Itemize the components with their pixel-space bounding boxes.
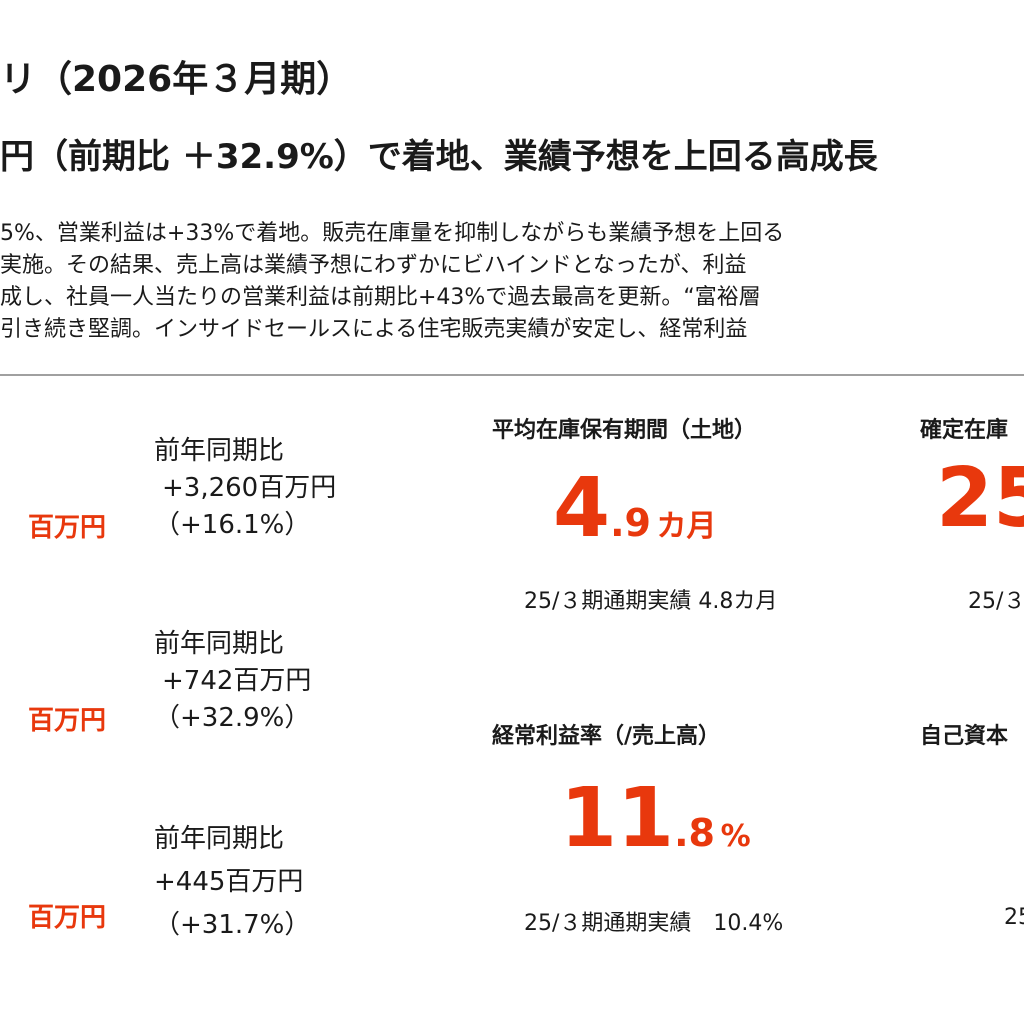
summary-paragraph: 5%、営業利益は+33%で着地。販売在庫量を抑制しながらも業績予想を上回る 実施… [0, 218, 1024, 346]
kpi-value-confirmed-inventory: 25 [936, 458, 1024, 540]
summary-line: 実施。その結果、売上高は業績予想にわずかにビハインドとなったが、利益 [0, 253, 747, 278]
kpi-value-unit: カ月 [656, 509, 717, 544]
kpi-value-unit: % [720, 819, 751, 854]
kpi-label-ordinary-margin: 経常利益率（/売上高） [492, 724, 721, 749]
kpi-label-inventory-period: 平均在庫保有期間（土地） [492, 418, 757, 443]
metric-unit: 百万円 [28, 903, 107, 933]
yoy-block: 前年同期比 +445百万円 （+31.7%） [154, 818, 310, 947]
yoy-label: 前年同期比 [154, 629, 285, 659]
kpi-note-equity: 25 [1004, 905, 1024, 930]
kpi-note-inventory-period: 25/３期通期実績 4.8カ月 [524, 589, 778, 614]
section-divider [0, 374, 1024, 376]
metric-unit: 百万円 [28, 706, 107, 736]
yoy-percent: （+31.7%） [154, 910, 311, 940]
yoy-label: 前年同期比 [154, 824, 285, 854]
kpi-value-dec: .9 [610, 501, 651, 545]
metric-unit: 百万円 [28, 513, 107, 543]
yoy-percent: （+32.9%） [154, 703, 311, 733]
kpi-label-confirmed-inventory: 確定在庫 [920, 418, 1009, 443]
kpi-note-ordinary-margin: 25/３期通期実績 10.4% [524, 911, 784, 936]
kpi-value-int: 25 [936, 451, 1024, 546]
yoy-label: 前年同期比 [154, 436, 285, 466]
yoy-amount: +445百万円 [154, 867, 304, 897]
yoy-amount: +3,260百万円 [162, 473, 337, 503]
yoy-block: 前年同期比 +742百万円 （+32.9%） [154, 626, 311, 737]
page-subtitle: 円（前期比 ＋32.9%）で着地、業績予想を上回る高成長 [0, 137, 878, 177]
summary-line: 引き続き堅調。インサイドセールスによる住宅販売実績が安定し、経常利益 [0, 317, 748, 342]
yoy-amount: +742百万円 [162, 666, 312, 696]
kpi-value-inventory-period: 4.9 カ月 [553, 468, 717, 550]
kpi-value-ordinary-margin: 11.8 % [560, 778, 751, 860]
kpi-value-int: 4 [553, 461, 611, 556]
yoy-block: 前年同期比 +3,260百万円 （+16.1%） [154, 433, 336, 544]
kpi-value-int: 11 [560, 771, 675, 866]
kpi-label-equity: 自己資本 [920, 724, 1009, 749]
summary-line: 成し、社員一人当たりの営業利益は前期比+43%で過去最高を更新。“富裕層 [0, 285, 761, 310]
yoy-percent: （+16.1%） [154, 510, 311, 540]
page-title: リ（2026年３月期） [0, 59, 353, 100]
kpi-note-confirmed-inventory: 25/３ [968, 589, 1024, 614]
summary-line: 5%、営業利益は+33%で着地。販売在庫量を抑制しながらも業績予想を上回る [0, 221, 785, 246]
kpi-value-dec: .8 [674, 811, 716, 855]
